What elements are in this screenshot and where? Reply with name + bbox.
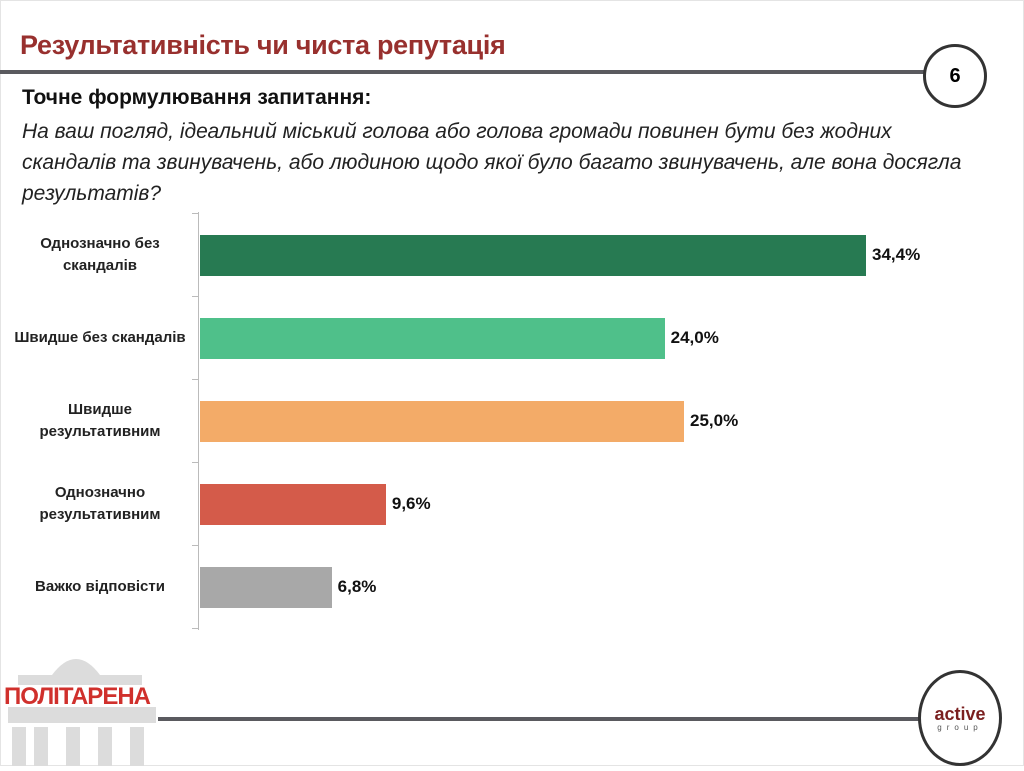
bar — [200, 401, 684, 442]
y-tick — [192, 628, 199, 629]
bar — [200, 484, 386, 525]
category-label: Однозначно без скандалів — [40, 235, 160, 274]
data-label: 34,4% — [872, 245, 921, 264]
data-label: 6,8% — [337, 577, 377, 596]
category-label: Важко відповісти — [35, 578, 165, 595]
politarena-logo: ПОЛІТАРЕНА — [4, 645, 158, 766]
page-title: Результативність чи чиста репутація — [20, 30, 506, 60]
header-divider — [0, 70, 925, 74]
page-number-badge: 6 — [923, 44, 987, 108]
question-heading: Точне формулювання запитання: — [22, 86, 372, 109]
logo-active-text: active — [934, 703, 986, 724]
footer-divider — [158, 717, 923, 721]
question-text: На ваш погляд, ідеальний міський голова … — [22, 120, 962, 205]
y-tick — [192, 296, 199, 297]
politarena-logo-text: ПОЛІТАРЕНА — [4, 683, 151, 710]
bar — [200, 318, 665, 359]
category-label: Швидше без скандалів — [14, 329, 186, 346]
y-tick — [192, 462, 199, 463]
building-icon — [8, 659, 158, 766]
active-group-logo: active group — [918, 670, 1002, 766]
bar — [200, 235, 866, 276]
category-label: Швидше результативним — [39, 401, 161, 440]
bar — [200, 567, 332, 608]
y-tick — [192, 379, 199, 380]
logo-group-text: group — [937, 722, 983, 732]
category-label: Однозначно результативним — [39, 484, 161, 523]
y-tick — [192, 545, 199, 546]
page-number: 6 — [949, 64, 961, 87]
data-label: 9,6% — [391, 494, 431, 513]
data-label: 25,0% — [690, 411, 739, 430]
data-label: 24,0% — [670, 328, 719, 347]
y-tick — [192, 213, 199, 214]
y-axis — [198, 212, 199, 630]
